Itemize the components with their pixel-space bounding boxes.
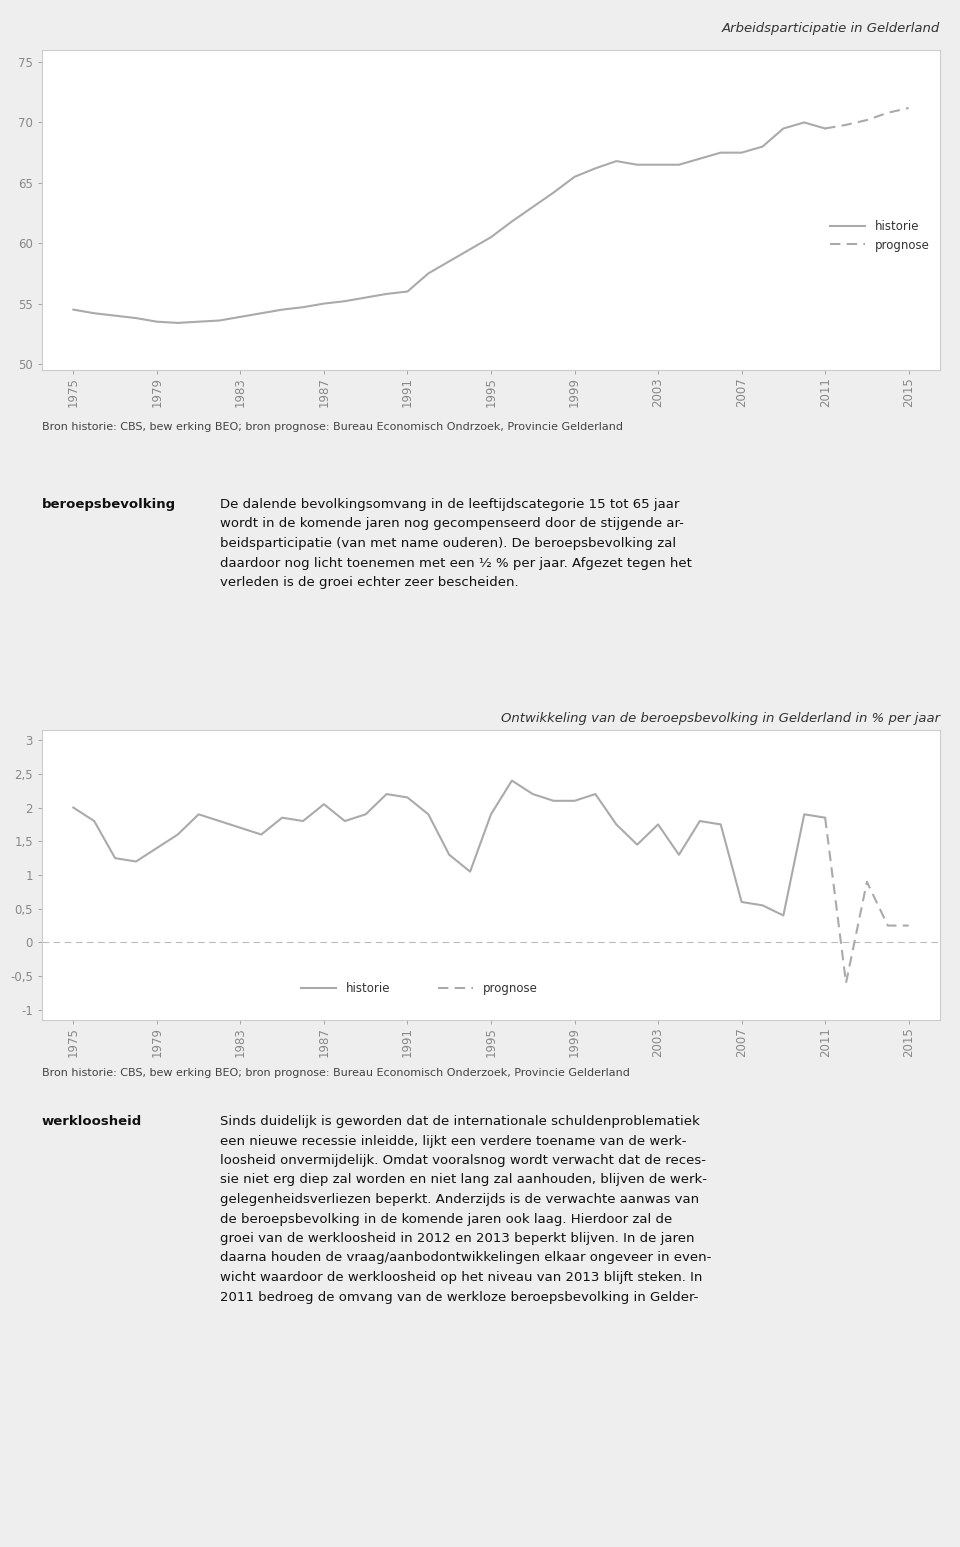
Text: Bron historie: CBS, bew erking BEO; bron prognose: Bureau Economisch Onderzoek, : Bron historie: CBS, bew erking BEO; bron…: [42, 1067, 630, 1078]
Text: Sinds duidelijk is geworden dat de internationale schuldenproblematiek
een nieuw: Sinds duidelijk is geworden dat de inter…: [220, 1115, 711, 1304]
Text: De dalende bevolkingsomvang in de leeftijdscategorie 15 tot 65 jaar
wordt in de : De dalende bevolkingsomvang in de leefti…: [220, 498, 692, 589]
Text: Bron historie: CBS, bew erking BEO; bron prognose: Bureau Economisch Ondrzoek, P: Bron historie: CBS, bew erking BEO; bron…: [42, 422, 623, 432]
Text: beroepsbevolking: beroepsbevolking: [42, 498, 176, 511]
Text: werkloosheid: werkloosheid: [42, 1115, 142, 1128]
Legend: historie, prognose: historie, prognose: [297, 978, 542, 999]
Text: Ontwikkeling van de beroepsbevolking in Gelderland in % per jaar: Ontwikkeling van de beroepsbevolking in …: [501, 712, 940, 726]
Legend: historie, prognose: historie, prognose: [825, 215, 934, 257]
Text: Arbeidsparticipatie in Gelderland: Arbeidsparticipatie in Gelderland: [722, 22, 940, 36]
